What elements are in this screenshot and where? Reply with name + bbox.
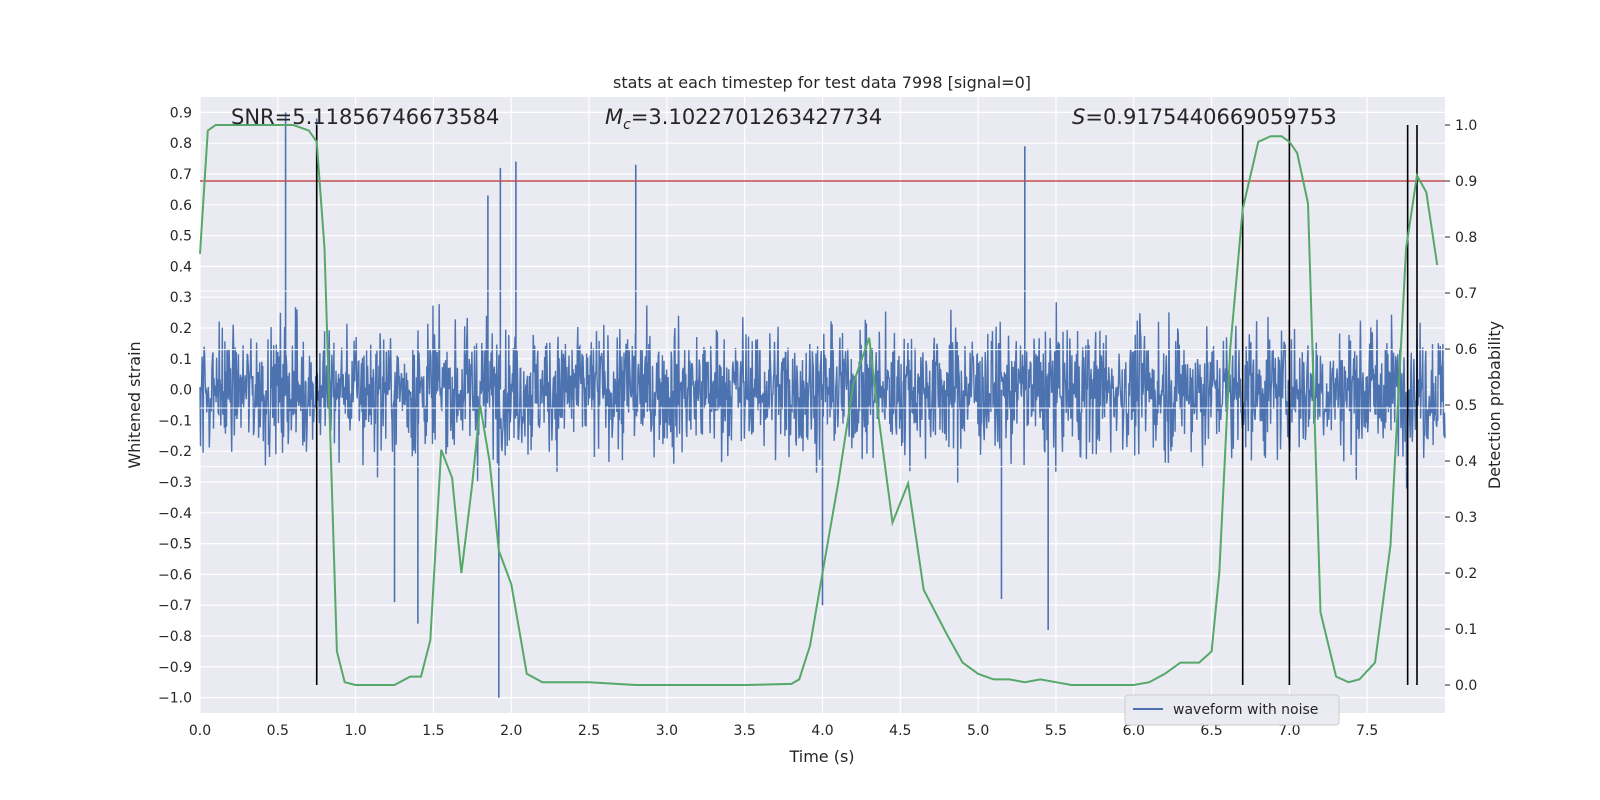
waveform-line	[199, 302, 1446, 489]
x-tick-label: 4.5	[889, 723, 911, 739]
y-tick-label-left: 0.9	[170, 105, 192, 121]
overlay	[199, 124, 1445, 686]
x-tick-label: 2.0	[500, 723, 522, 739]
y-tick-label-left: −1.0	[158, 691, 192, 707]
y-tick-label-right: 0.0	[1455, 678, 1477, 694]
x-tick-label: 4.0	[811, 723, 833, 739]
y-tick-label-right: 0.6	[1455, 342, 1477, 358]
y-tick-label-right: 0.2	[1455, 566, 1477, 582]
y-tick-label-left: −0.1	[158, 413, 192, 429]
waveform-series	[199, 112, 1446, 698]
chirp-mass-subscript: c	[623, 117, 631, 133]
y-tick-label-right: 0.9	[1455, 174, 1477, 190]
chart-title: stats at each timestep for test data 799…	[613, 73, 1031, 92]
x-tick-label: 0.5	[267, 723, 289, 739]
y-tick-label-left: 0.1	[170, 352, 192, 368]
y-tick-label-right: 0.3	[1455, 510, 1477, 526]
y-tick-label-left: 0.5	[170, 229, 192, 245]
y-tick-label-right: 0.7	[1455, 286, 1477, 302]
y-tick-label-left: 0.0	[170, 383, 192, 399]
y-tick-label-left: −0.8	[158, 629, 192, 645]
y-tick-label-left: 0.2	[170, 321, 192, 337]
x-tick-label: 5.0	[967, 723, 989, 739]
y-tick-label-left: −0.7	[158, 598, 192, 614]
x-tick-label: 6.5	[1200, 723, 1222, 739]
x-tick-label: 5.5	[1045, 723, 1067, 739]
x-tick-label: 6.0	[1123, 723, 1145, 739]
y-tick-label-left: 0.3	[170, 290, 192, 306]
y-tick-label-left: −0.3	[158, 475, 192, 491]
y-tick-label-left: −0.4	[158, 506, 192, 522]
legend-label: waveform with noise	[1173, 702, 1318, 718]
snr-annotation: SNR=5.11856746673584	[231, 105, 499, 129]
y-tick-label-left: 0.6	[170, 198, 192, 214]
x-tick-label: 7.5	[1356, 723, 1378, 739]
x-tick-label: 1.0	[344, 723, 366, 739]
y-tick-label-right: 0.1	[1455, 622, 1477, 638]
x-tick-label: 1.5	[422, 723, 444, 739]
y-tick-label-left: −0.5	[158, 537, 192, 553]
legend: waveform with noise	[1124, 694, 1340, 726]
detection-probability-line	[199, 124, 1439, 686]
y-tick-label-left: −0.6	[158, 567, 192, 583]
y-axis-label-right: Detection probability	[1485, 321, 1504, 489]
y-tick-label-right: 0.4	[1455, 454, 1477, 470]
legend-box	[1124, 694, 1340, 726]
y-tick-label-right: 1.0	[1455, 118, 1477, 134]
x-tick-label: 0.0	[189, 723, 211, 739]
x-tick-label: 7.0	[1278, 723, 1300, 739]
y-tick-label-right: 0.8	[1455, 230, 1477, 246]
chirp-mass-annotation: Mc=3.1022701263427734	[605, 105, 882, 133]
chirp-mass-value: =3.1022701263427734	[631, 105, 882, 129]
y-axis-label-left: Whitened strain	[125, 341, 144, 468]
s-value: =0.9175440669059753	[1085, 105, 1336, 129]
y-tick-label-left: 0.4	[170, 259, 192, 275]
y-tick-label-left: 0.7	[170, 167, 192, 183]
s-annotation: S=0.9175440669059753	[1072, 105, 1337, 129]
s-symbol: S	[1072, 105, 1085, 129]
axes: 0.0 0.5 1.0 1.5 2.0 2.5 3.0 3.5 4.0 4.5 5.0 5.5 6.0 6…	[158, 105, 1477, 739]
chirp-mass-symbol: M	[605, 105, 623, 129]
y-tick-label-left: −0.2	[158, 444, 192, 460]
y-tick-label-left: −0.9	[158, 660, 192, 676]
x-tick-label: 3.5	[734, 723, 756, 739]
y-tick-label-left: 0.8	[170, 136, 192, 152]
x-axis-label: Time (s)	[788, 747, 854, 766]
x-tick-label: 2.5	[578, 723, 600, 739]
x-tick-label: 3.0	[656, 723, 678, 739]
y-tick-label-right: 0.5	[1455, 398, 1477, 414]
